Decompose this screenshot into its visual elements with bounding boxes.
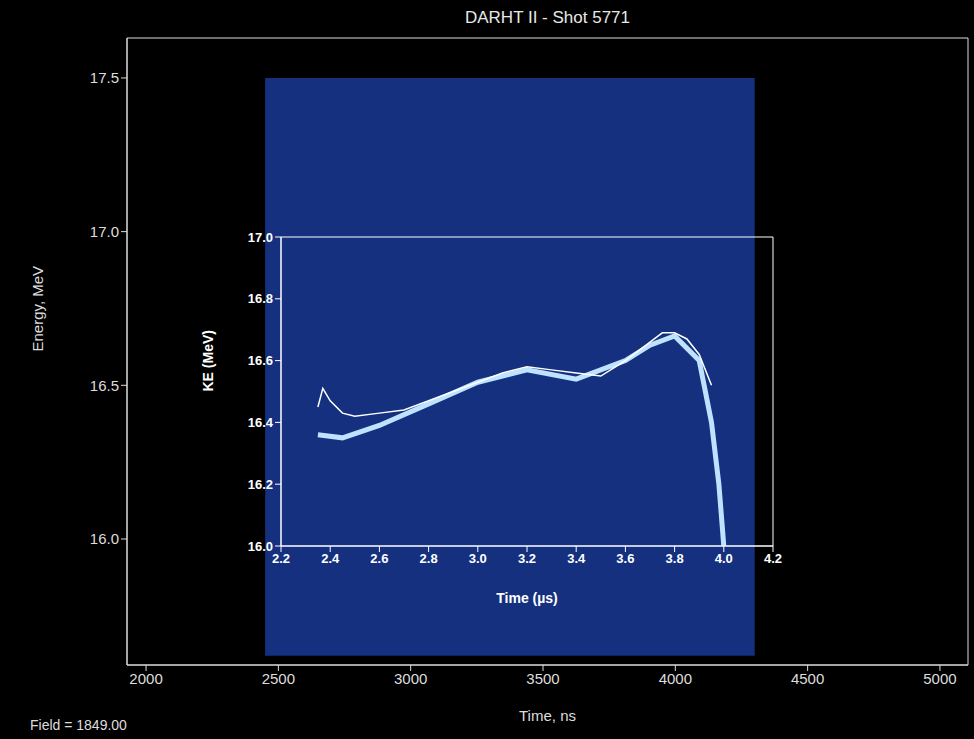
svg-text:5000: 5000	[923, 670, 956, 687]
svg-text:3.8: 3.8	[666, 551, 684, 566]
svg-text:Time, ns: Time, ns	[519, 707, 576, 724]
svg-text:16.5: 16.5	[90, 377, 119, 394]
svg-text:17.0: 17.0	[90, 223, 119, 240]
svg-text:3500: 3500	[526, 670, 559, 687]
svg-text:17.0: 17.0	[248, 230, 273, 245]
svg-text:16.8: 16.8	[248, 291, 273, 306]
svg-text:2.8: 2.8	[420, 551, 438, 566]
svg-text:Energy, MeV: Energy, MeV	[29, 266, 46, 352]
svg-text:3000: 3000	[394, 670, 427, 687]
svg-text:16.0: 16.0	[90, 530, 119, 547]
svg-text:3.4: 3.4	[567, 551, 586, 566]
svg-text:17.5: 17.5	[90, 69, 119, 86]
svg-text:4.2: 4.2	[764, 551, 782, 566]
svg-text:16.4: 16.4	[248, 415, 274, 430]
html-text:DARHT II - Shot 5771: DARHT II - Shot 5771	[465, 8, 630, 27]
svg-text:2.2: 2.2	[272, 551, 290, 566]
svg-text:4000: 4000	[659, 670, 692, 687]
svg-text:2500: 2500	[262, 670, 295, 687]
svg-text:2000: 2000	[129, 670, 162, 687]
svg-text:3.2: 3.2	[518, 551, 536, 566]
html-text:Field = 1849.00: Field = 1849.00	[30, 717, 127, 733]
svg-text:16.6: 16.6	[248, 353, 273, 368]
svg-text:3.0: 3.0	[469, 551, 487, 566]
svg-text:Time (µs): Time (µs)	[496, 590, 558, 606]
svg-text:16.0: 16.0	[248, 539, 273, 554]
svg-text:KE (MeV): KE (MeV)	[200, 330, 216, 391]
svg-text:2.4: 2.4	[321, 551, 340, 566]
svg-text:4.0: 4.0	[715, 551, 733, 566]
svg-text:16.2: 16.2	[248, 477, 273, 492]
svg-text:3.6: 3.6	[616, 551, 634, 566]
svg-text:2.6: 2.6	[370, 551, 388, 566]
svg-text:4500: 4500	[791, 670, 824, 687]
